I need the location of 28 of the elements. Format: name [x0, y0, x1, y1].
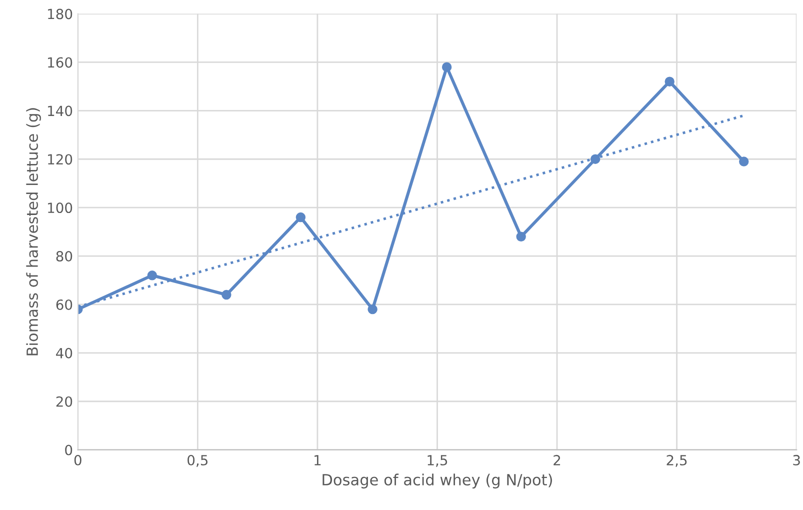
y-tick-label: 180: [48, 8, 72, 20]
y-tick-label: 160: [48, 57, 72, 68]
point: [739, 156, 749, 166]
x-tick-label: 2,5: [666, 454, 687, 467]
y-tick-label: 80: [56, 250, 72, 262]
y-tick-label: 0: [65, 444, 72, 456]
y-tick-label: 140: [48, 106, 72, 116]
point: [368, 304, 378, 314]
point: [664, 76, 674, 86]
y-tick-label: 40: [56, 348, 72, 358]
x-tick-label: 0,5: [188, 454, 208, 467]
point: [222, 290, 232, 300]
x-tick-label: 0: [74, 454, 82, 466]
x-tick-label: 1: [314, 455, 321, 466]
y-tick-label: 100: [48, 202, 72, 214]
x-tick-label: 3: [793, 454, 800, 466]
y-tick-label: 60: [56, 299, 72, 310]
x-tick-label: 1,5: [428, 455, 448, 467]
x-tick-label: 2: [554, 454, 560, 466]
point: [442, 62, 452, 72]
point: [296, 212, 306, 222]
point: [590, 154, 600, 164]
y-tick-label: 20: [56, 396, 72, 407]
x-axis-title: Dosage of acid whey (g N/pot): [322, 474, 552, 488]
y-axis-title: Biomass of harvested lettuce (g): [26, 108, 41, 356]
point: [147, 270, 158, 280]
y-tick-label: 120: [48, 154, 72, 165]
point: [516, 232, 526, 242]
